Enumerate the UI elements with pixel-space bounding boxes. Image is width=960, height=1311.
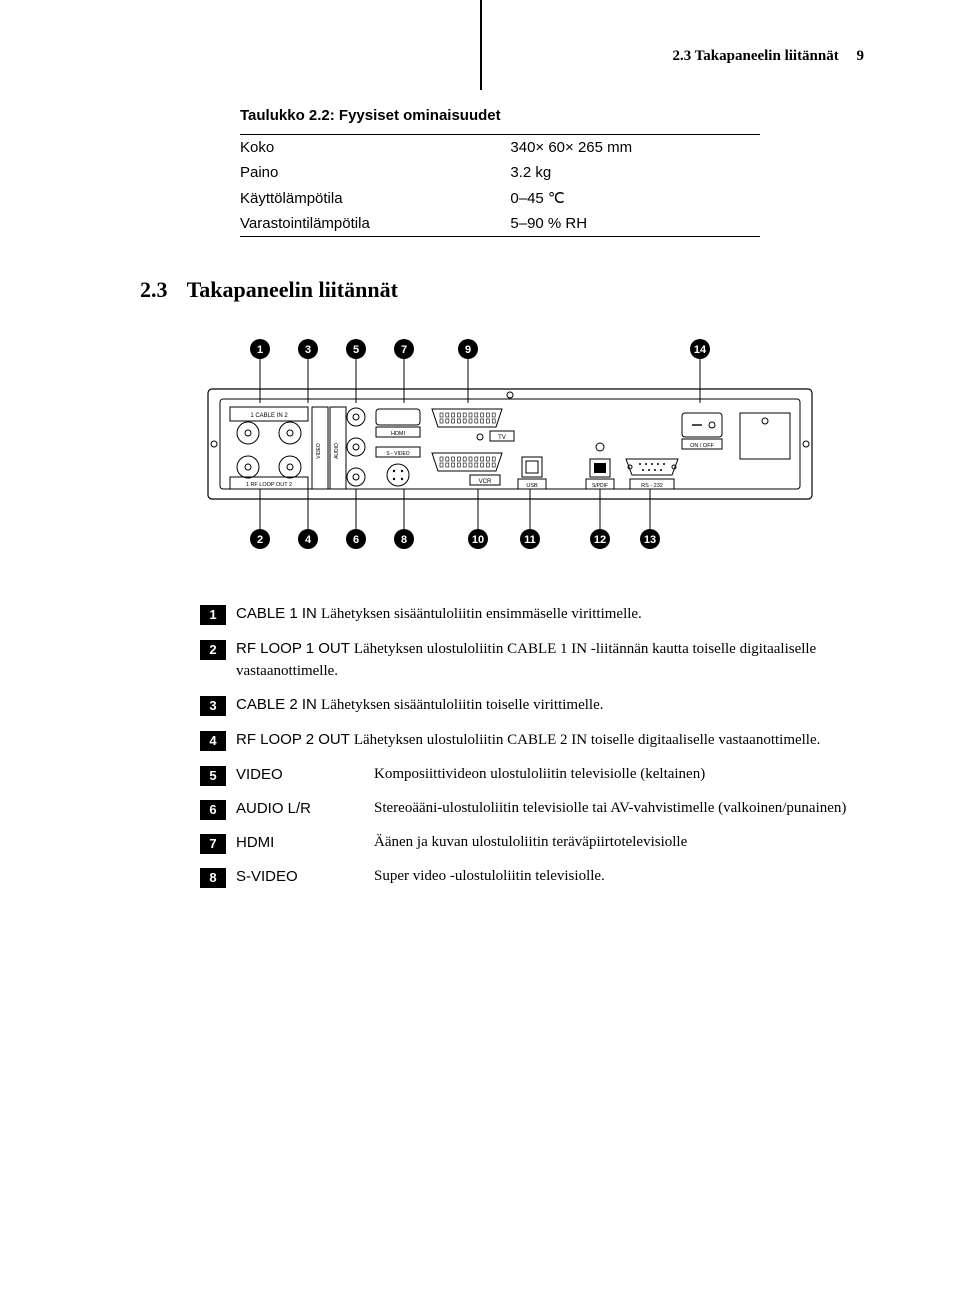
definition-label: CABLE 2 IN [236,696,321,713]
spec-val: 340× 60× 265 mm [510,135,760,161]
svg-text:7: 7 [401,344,407,356]
table-row: Käyttölämpötila 0–45 ℃ [240,185,760,211]
svg-text:HDMI: HDMI [391,431,406,437]
svg-text:8: 8 [401,534,407,546]
spec-key: Käyttölämpötila [240,185,510,211]
definition-number-badge: 4 [200,731,226,751]
svg-text:AUDIO: AUDIO [334,443,340,459]
svg-text:VIDEO: VIDEO [316,443,322,459]
svg-text:9: 9 [465,344,471,356]
connector-definitions: 1 CABLE 1 IN Lähetyksen sisääntuloliitin … [200,603,864,888]
svg-text:14: 14 [694,344,707,356]
svg-text:S - VIDEO: S - VIDEO [386,451,409,457]
spec-key: Varastointilämpötila [240,211,510,237]
definition-row: 7 HDMIÄänen ja kuvan ulostuloliitin teräv… [200,832,864,854]
definition-number-badge: 8 [200,868,226,888]
definition-label: RF LOOP 2 OUT [236,731,354,748]
definition-text: RF LOOP 1 OUT Lähetyksen ulostuloliitin … [236,638,864,683]
running-header: 2.3 Takapaneelin liitännät 9 [200,48,864,65]
svg-text:VCR: VCR [479,479,492,485]
svg-text:6: 6 [353,534,359,546]
definition-label: VIDEO [236,764,374,786]
svg-text:4: 4 [305,534,312,546]
section-heading: 2.3 Takapaneelin liitännät [140,277,804,303]
page: 2.3 Takapaneelin liitännät 9 Taulukko 2.… [0,0,960,1311]
definition-number-badge: 1 [200,605,226,625]
definition-text: Komposiittivideon ulostuloliitin televis… [374,764,864,786]
definition-number-badge: 7 [200,834,226,854]
spec-val: 3.2 kg [510,160,760,185]
svg-text:12: 12 [594,534,606,546]
definition-text: CABLE 1 IN Lähetyksen sisääntuloliitin e… [236,603,864,626]
svg-text:13: 13 [644,534,656,546]
table-row: Koko 340× 60× 265 mm [240,135,760,161]
svg-text:1 CABLE IN 2: 1 CABLE IN 2 [250,413,288,419]
definition-row: 3 CABLE 2 IN Lähetyksen sisääntuloliitin … [200,694,864,717]
spec-table-block: Taulukko 2.2: Fyysiset ominaisuudet Koko… [240,107,760,237]
top-crop-mark [480,0,482,90]
definition-label: HDMI [236,832,374,854]
svg-text:2: 2 [257,534,263,546]
svg-text:S/PDIF: S/PDIF [592,483,608,489]
definition-row: 4 RF LOOP 2 OUT Lähetyksen ulostuloliitin… [200,729,864,752]
svg-text:1: 1 [257,344,263,356]
definition-label: RF LOOP 1 OUT [236,640,354,657]
definition-text: Äänen ja kuvan ulostuloliitin teräväpiir… [374,832,864,854]
rear-panel-diagram: 1 CABLE IN 2 1 RF LOOP OUT 2 VIDEO AUDIO HDM… [200,329,864,569]
definition-row: 5 VIDEOKomposiittivideon ulostuloliitin t… [200,764,864,786]
spec-val: 0–45 ℃ [510,185,760,211]
definition-row: 2 RF LOOP 1 OUT Lähetyksen ulostuloliitin… [200,638,864,683]
svg-text:ON / OFF: ON / OFF [690,443,714,449]
definition-row: 6 AUDIO L/RStereoääni-ulostuloliitin tele… [200,798,864,820]
svg-text:USB: USB [526,483,538,489]
definition-row: 8 S-VIDEOSuper video -ulostuloliitin tele… [200,866,864,888]
section-title: Takapaneelin liitännät [187,277,398,302]
spec-val: 5–90 % RH [510,211,760,237]
spec-key: Koko [240,135,510,161]
definition-text: RF LOOP 2 OUT Lähetyksen ulostuloliitin … [236,729,864,752]
table-row: Varastointilämpötila 5–90 % RH [240,211,760,237]
svg-text:RS - 232: RS - 232 [641,483,663,489]
table-row: Paino 3.2 kg [240,160,760,185]
definition-text: CABLE 2 IN Lähetyksen sisääntuloliitin t… [236,694,864,717]
definition-text: Stereoääni-ulostuloliitin televisiolle t… [374,798,864,820]
definition-number-badge: 3 [200,696,226,716]
svg-text:11: 11 [524,534,536,546]
svg-text:5: 5 [353,344,359,356]
section-number: 2.3 [140,277,168,302]
svg-text:3: 3 [305,344,311,356]
svg-text:TV: TV [498,435,506,441]
definition-number-badge: 2 [200,640,226,660]
spec-table: Koko 340× 60× 265 mm Paino 3.2 kg Käyttö… [240,134,760,237]
table-caption: Taulukko 2.2: Fyysiset ominaisuudet [240,107,760,124]
page-number: 9 [857,48,865,64]
svg-text:1 RF LOOP OUT 2: 1 RF LOOP OUT 2 [246,482,292,488]
running-header-title: 2.3 Takapaneelin liitännät [672,48,838,64]
definition-row: 1 CABLE 1 IN Lähetyksen sisääntuloliitin … [200,603,864,626]
definition-label: CABLE 1 IN [236,605,321,622]
definition-number-badge: 5 [200,766,226,786]
definition-text: Super video -ulostuloliitin televisiolle… [374,866,864,888]
definition-number-badge: 6 [200,800,226,820]
spec-key: Paino [240,160,510,185]
definition-label: S-VIDEO [236,866,374,888]
svg-text:10: 10 [472,534,484,546]
definition-label: AUDIO L/R [236,798,374,820]
